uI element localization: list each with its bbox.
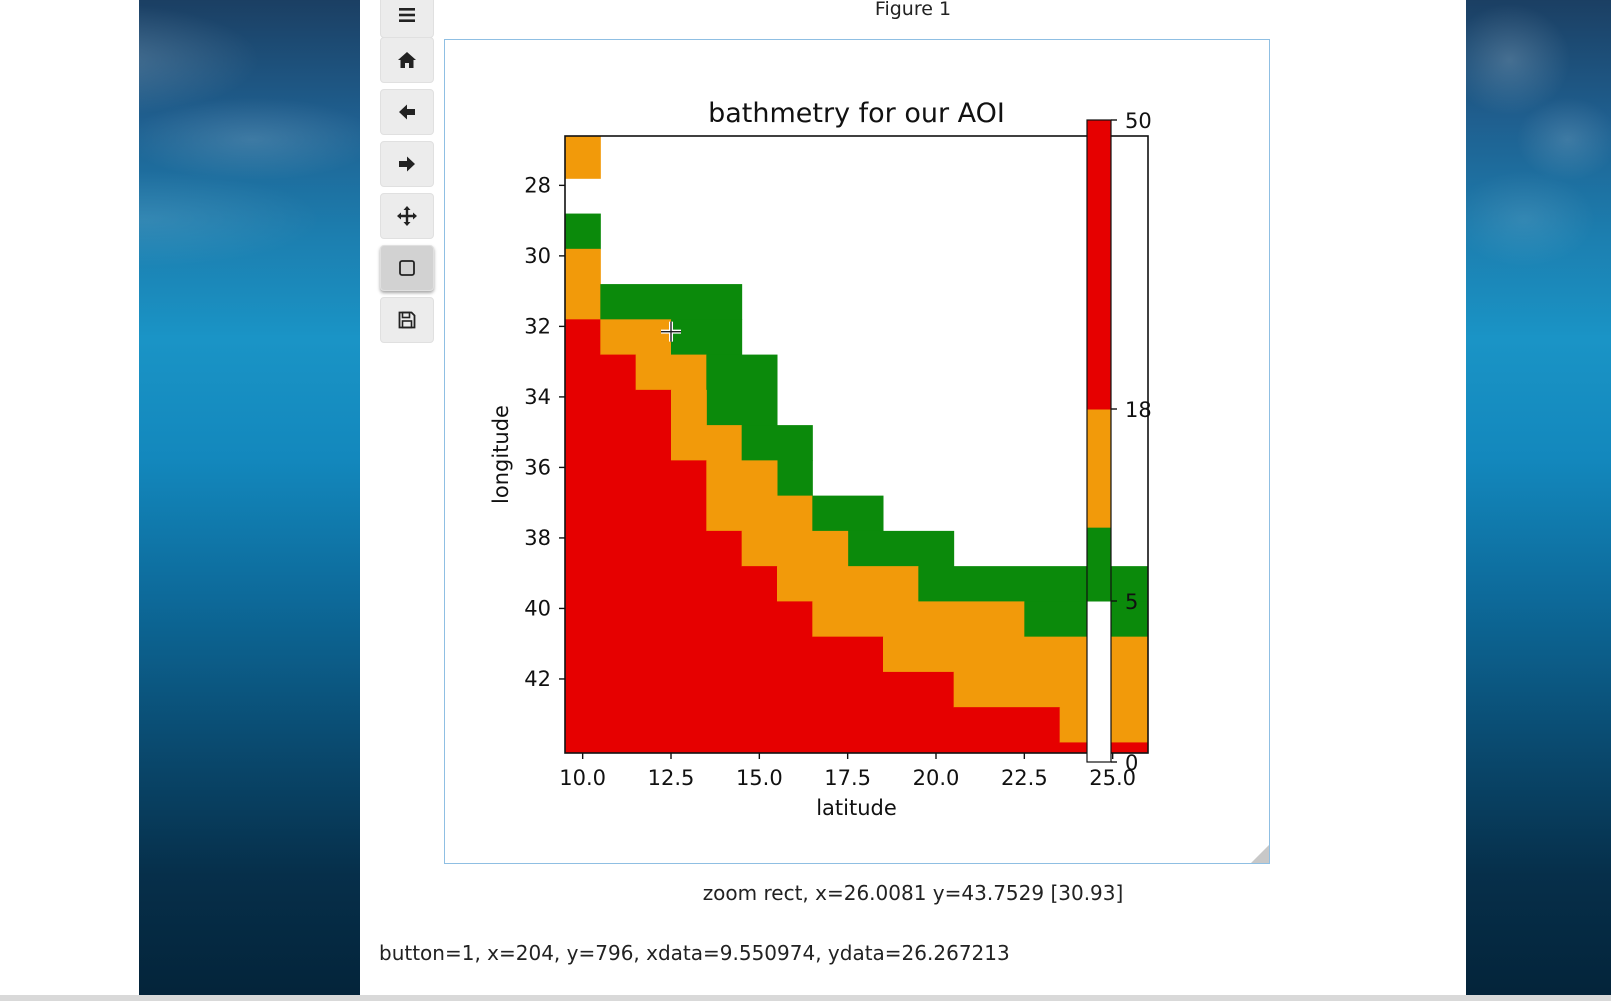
heatmap-cell-shallow	[565, 213, 601, 250]
heatmap-cell-shallow	[671, 319, 743, 356]
colorbar-tick-label: 0	[1125, 751, 1138, 775]
bottom-edge	[0, 995, 1611, 1001]
heatmap-cell-deep	[635, 389, 672, 754]
figure-canvas[interactable]: 10.0 12.5 15.0 17.5 20.0 22.5 25.0 28 30 32 34 36 3…	[444, 39, 1270, 864]
heatmap-cell-deep	[741, 566, 778, 754]
axes-frame	[564, 135, 1149, 754]
figure-title: Figure 1	[874, 0, 952, 20]
heatmap-cell-medium	[953, 671, 1149, 708]
heatmap-cell-deep	[883, 671, 955, 754]
colorbar-tick-label: 5	[1125, 590, 1138, 614]
y-axis-label: longitude	[489, 405, 513, 504]
x-tick-label: 25.0	[1089, 766, 1136, 790]
heatmap-cell-deep	[671, 460, 707, 754]
heatmap-cell-deep	[953, 707, 1061, 754]
chart-title: bathmetry for our AOI	[708, 98, 1005, 129]
figure-window: Figure 1	[360, 0, 1466, 995]
heatmap-cell-shallow	[741, 425, 813, 461]
x-axis-label: latitude	[816, 796, 897, 820]
colorbar-segment	[1087, 120, 1111, 410]
heatmap-cell-medium	[777, 566, 919, 602]
heatmap-cell-medium	[635, 354, 707, 391]
zoom-rect-icon	[399, 260, 415, 276]
heatmap-cell-deep	[706, 530, 743, 754]
home-button[interactable]	[380, 37, 434, 83]
save-icon	[398, 311, 416, 329]
x-tick-label: 17.5	[824, 766, 871, 790]
forward-button[interactable]	[380, 141, 434, 187]
y-tick-label: 34	[524, 385, 551, 409]
heatmap-cell-deep	[565, 319, 601, 754]
heatmap-cell-medium	[600, 319, 672, 356]
zoom-status-text: zoom rect, x=26.0081 y=43.7529 [30.93]	[702, 881, 1124, 905]
heatmap-cell-shallow	[706, 354, 778, 426]
x-tick-label: 12.5	[648, 766, 695, 790]
heatmap-cell-shallow	[777, 460, 813, 497]
x-tick-label: 22.5	[1001, 766, 1048, 790]
menu-icon	[399, 8, 415, 22]
pan-button[interactable]	[380, 193, 434, 239]
heatmap-cell-shallow	[600, 284, 743, 320]
colorbar-segment	[1087, 527, 1111, 602]
heatmap-cell-medium	[812, 601, 1025, 638]
colorbar-tick-label: 50	[1125, 109, 1152, 133]
arrow-right-icon	[399, 156, 415, 172]
colorbar-segment	[1087, 601, 1111, 763]
y-tick-label: 42	[524, 667, 551, 691]
y-tick-label: 32	[524, 314, 551, 338]
home-icon	[398, 52, 416, 68]
x-tick-label: 15.0	[736, 766, 783, 790]
y-tick-label: 38	[524, 526, 551, 550]
y-tick-label: 28	[524, 173, 551, 197]
y-tick-label: 36	[524, 455, 551, 479]
x-tick-label: 20.0	[913, 766, 960, 790]
heatmap-cell-deep	[600, 354, 637, 754]
heatmap-cell-shallow	[847, 530, 955, 567]
heatmap-cell-medium	[706, 460, 778, 532]
heatmap-cell-medium	[565, 248, 601, 320]
heatmap-cell-deep	[777, 601, 813, 754]
bathymetry-plot[interactable]: 10.0 12.5 15.0 17.5 20.0 22.5 25.0 28 30 32 34 36 3…	[445, 40, 1269, 863]
heatmap-cell-medium	[777, 495, 813, 532]
heatmap-cell-deep	[812, 636, 884, 754]
colorbar-frame	[1086, 119, 1112, 763]
y-tick-label: 40	[524, 596, 551, 620]
crosshair-cursor	[661, 321, 681, 342]
heatmap-cell-shallow	[918, 566, 1149, 602]
desktop-wallpaper-right	[1466, 0, 1611, 995]
heatmap-cell-medium	[706, 425, 743, 461]
colorbar-tick-label: 18	[1125, 398, 1152, 422]
heatmap-cell-shallow	[812, 495, 884, 532]
save-button[interactable]	[380, 297, 434, 343]
menu-button[interactable]	[380, 0, 434, 38]
event-readout: button=1, x=204, y=796, xdata=9.550974, …	[379, 941, 1010, 965]
heatmap-cell-medium	[741, 530, 849, 567]
x-tick-label: 10.0	[559, 766, 606, 790]
move-icon	[397, 206, 417, 226]
zoom-rect-button[interactable]	[380, 245, 434, 291]
colorbar-segment	[1087, 409, 1111, 528]
heatmap-cell-medium	[565, 136, 601, 179]
left-white-gap	[0, 0, 139, 995]
back-button[interactable]	[380, 89, 434, 135]
y-tick-label: 30	[524, 244, 551, 268]
arrow-left-icon	[399, 104, 415, 120]
resize-grip[interactable]	[1251, 845, 1269, 863]
heatmap-cell-medium	[671, 389, 707, 461]
